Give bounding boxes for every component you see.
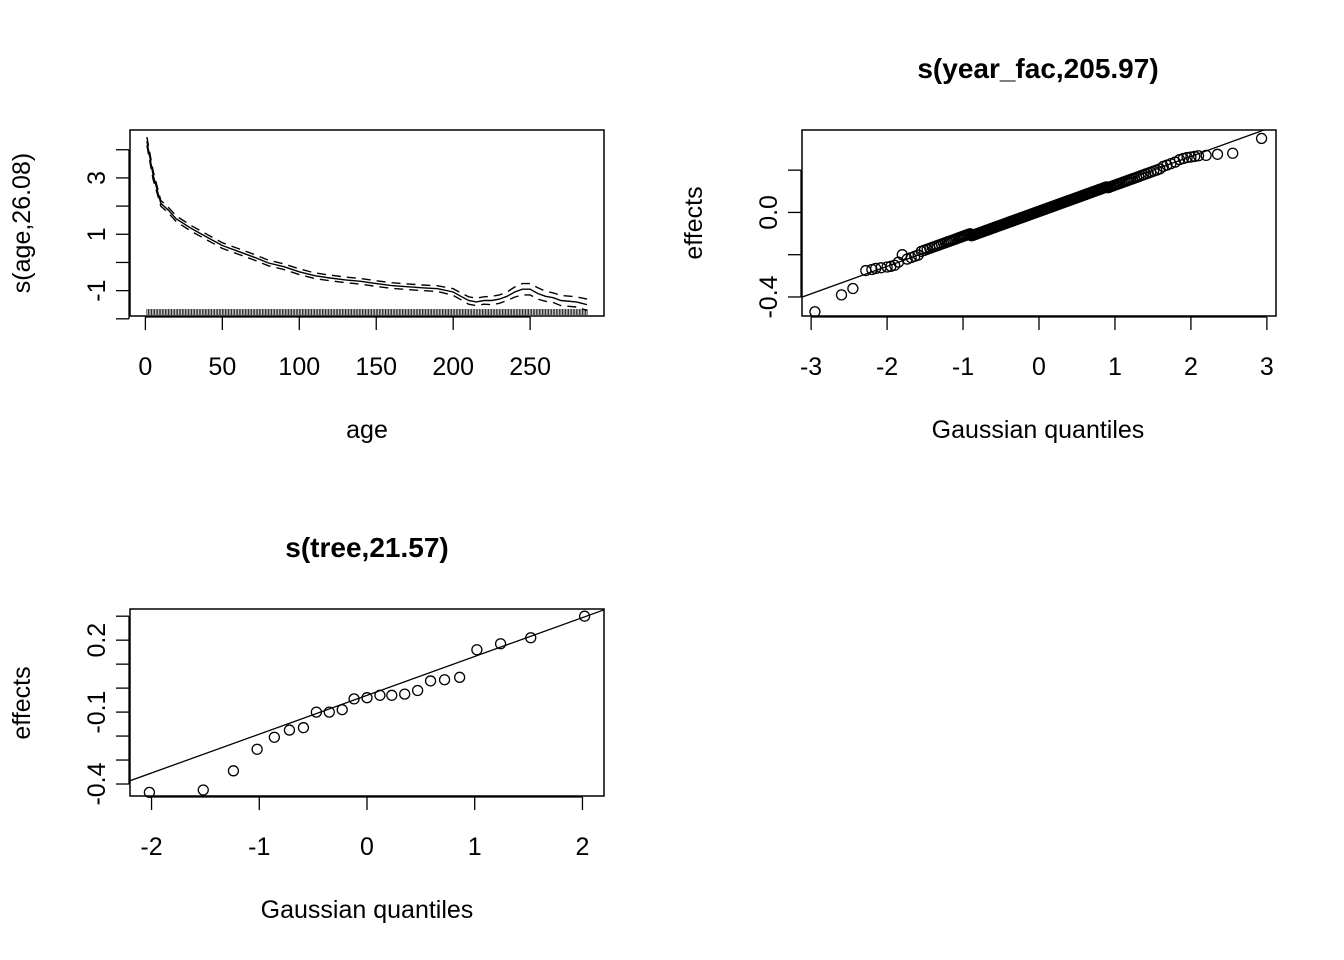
data-point [471,644,483,656]
series-estimate [146,141,588,306]
plot-frame [801,129,1277,317]
x-tick-label: 100 [278,353,320,381]
y-tick-label: -1 [83,280,111,302]
data-point [835,289,848,301]
y-tick-label: 1 [83,227,111,241]
x-tick-label: 250 [509,353,551,381]
panel-tree-qq: s(tree,21.57) Gaussian quantiles effects… [8,532,605,924]
data-point [227,765,240,777]
data-point [809,306,821,318]
data-point [438,674,451,686]
data-point [453,671,466,683]
data-point [323,706,335,718]
data-point [1154,163,1166,175]
y-axis-label: s(age,26.08) [8,153,36,293]
reference-line [130,609,604,782]
data-point [374,689,386,701]
data-point [411,684,424,697]
x-tick-label: -1 [248,833,270,861]
data-point [881,261,893,273]
series-lower-band [146,145,588,312]
data-point [310,706,323,718]
data-point [361,692,373,704]
data-point [1181,151,1193,164]
data-point [847,282,859,295]
x-tick-label: 2 [576,833,590,861]
data-point [1211,148,1224,160]
data-point [1189,150,1201,163]
y-tick-label: 0.2 [83,623,111,658]
data-point [896,249,908,261]
y-tick-label: -0.1 [83,691,111,734]
plot-frame [129,129,605,317]
x-axis-label: Gaussian quantiles [261,896,474,924]
x-tick-label: -2 [140,833,162,861]
x-axis-label: Gaussian quantiles [932,416,1145,444]
x-tick-label: 2 [1184,353,1198,381]
data-point [424,675,437,687]
y-tick-label: -0.4 [755,275,783,318]
data-point [386,689,398,701]
x-tick-label: -2 [876,353,898,381]
data-point [525,632,537,644]
panel-age-smooth: age s(age,26.08) 0 50 100 150 200 250 -1 1 3 [8,129,605,444]
data-point [336,704,348,716]
data-point [197,784,209,796]
y-tick-label: -0.4 [83,762,111,805]
panel-year-fac-qq: s(year_fac,205.97) Gaussian quantiles ef… [680,53,1277,444]
y-axis-label: effects [680,186,708,259]
data-point [251,743,263,755]
x-tick-label: 0 [138,353,152,381]
data-point [494,638,507,650]
panel-title: s(tree,21.57) [285,532,448,563]
data-point [268,731,281,743]
data-point [1192,150,1205,162]
plot-area [146,136,588,315]
data-point [1185,151,1197,163]
data-point [1255,132,1268,145]
data-point [283,724,296,736]
data-point [1227,147,1239,159]
x-tick-label: 0 [1032,353,1046,381]
plot-area [130,609,604,782]
data-point [297,722,310,734]
data-point [143,786,156,799]
x-tick-label: -1 [952,353,974,381]
x-tick-label: 0 [360,833,374,861]
data-point [889,259,901,271]
x-tick-label: 150 [355,353,397,381]
y-tick-label: 0.0 [755,195,783,230]
data-point [578,610,591,622]
panel-title: s(year_fac,205.97) [917,53,1158,84]
data-point [1200,149,1212,162]
data-point [348,693,360,705]
x-tick-label: 50 [208,353,236,381]
x-tick-label: 200 [432,353,474,381]
plot-frame [129,608,605,797]
x-tick-label: -3 [800,353,822,381]
x-tick-label: 1 [1108,353,1122,381]
data-point [870,262,882,275]
series-upper-band [146,136,588,300]
x-tick-label: 1 [468,833,482,861]
x-tick-label: 3 [1260,353,1274,381]
y-tick-label: 3 [83,171,111,185]
y-axis-label: effects [8,666,36,739]
data-point [399,688,411,700]
x-axis-label: age [346,416,388,444]
